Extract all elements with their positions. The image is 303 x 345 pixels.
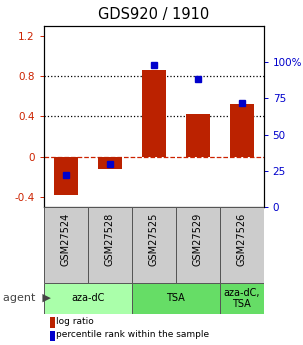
Text: GSM27528: GSM27528 — [105, 213, 115, 266]
Text: TSA: TSA — [166, 294, 185, 303]
Text: aza-dC: aza-dC — [71, 294, 105, 303]
Bar — [176, 207, 220, 283]
Text: percentile rank within the sample: percentile rank within the sample — [56, 330, 209, 339]
Text: log ratio: log ratio — [56, 317, 94, 326]
Text: GSM27529: GSM27529 — [193, 213, 203, 266]
Bar — [132, 283, 220, 314]
Text: aza-dC,
TSA: aza-dC, TSA — [223, 288, 260, 309]
Bar — [220, 283, 264, 314]
Text: GSM27524: GSM27524 — [61, 213, 71, 266]
Text: GSM27525: GSM27525 — [149, 213, 159, 266]
Bar — [44, 283, 132, 314]
Bar — [44, 207, 88, 283]
Bar — [186, 115, 210, 157]
Title: GDS920 / 1910: GDS920 / 1910 — [98, 7, 209, 22]
Bar — [230, 104, 254, 157]
Bar — [220, 207, 264, 283]
Bar — [142, 70, 166, 157]
Bar — [98, 157, 122, 169]
Bar — [132, 207, 176, 283]
Bar — [54, 157, 78, 195]
Text: GSM27526: GSM27526 — [237, 213, 247, 266]
Bar — [88, 207, 132, 283]
Text: agent  ▶: agent ▶ — [3, 294, 51, 303]
